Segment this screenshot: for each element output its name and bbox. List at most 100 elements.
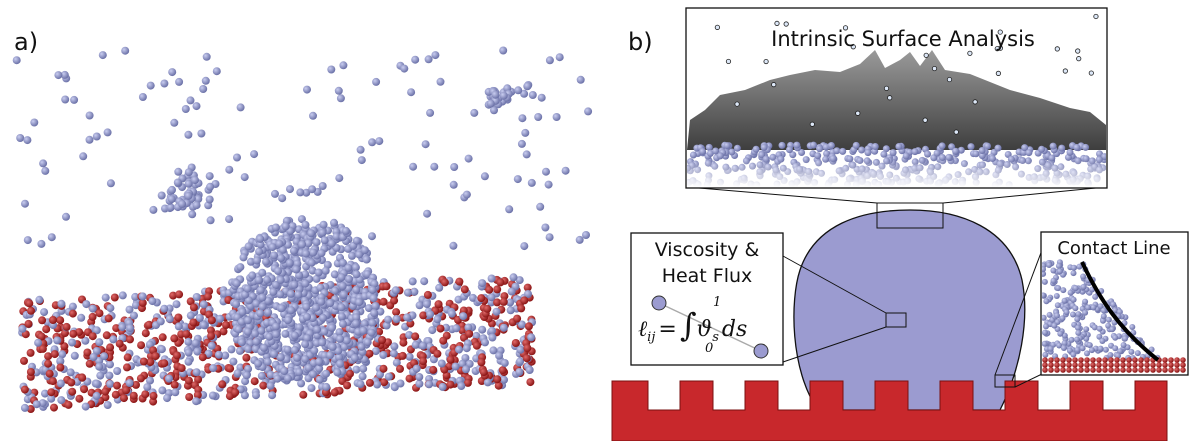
slab-atom <box>82 300 91 309</box>
slab-atom <box>438 382 447 391</box>
connector <box>686 186 878 204</box>
slab-atom <box>455 345 463 354</box>
droplet-atom <box>337 303 346 312</box>
slab-atom <box>95 309 104 318</box>
gas-atom <box>368 232 376 241</box>
slab-atom <box>186 311 195 320</box>
liquid-atom <box>938 142 946 150</box>
slab-atom <box>102 331 111 340</box>
contact-atom <box>1083 326 1090 333</box>
wall-atom <box>1078 357 1084 363</box>
droplet-atom <box>263 318 272 327</box>
slab-atom <box>390 383 399 392</box>
slab-atom <box>415 301 424 310</box>
liquid-atom <box>798 149 806 156</box>
slab-atom <box>103 401 112 409</box>
wall-atom <box>1150 367 1156 373</box>
droplet-atom <box>326 299 335 308</box>
wall-atom <box>1132 362 1138 368</box>
substrate <box>611 380 1168 441</box>
contact-atom <box>1066 347 1073 354</box>
droplet-atom <box>371 302 380 310</box>
droplet-atom <box>232 279 241 288</box>
droplet-atom <box>342 226 350 235</box>
liquid-atom <box>793 141 801 149</box>
gas-atom <box>62 212 70 221</box>
liquid-atom <box>758 151 766 159</box>
droplet-atom <box>256 309 265 318</box>
wall-atom <box>1042 357 1048 363</box>
gas-atom <box>424 55 433 64</box>
gas-atom <box>575 235 584 244</box>
slab-atom <box>81 336 90 345</box>
droplet-atom <box>352 285 361 294</box>
slab-atom <box>356 380 365 389</box>
gas-atom <box>545 56 554 65</box>
slab-atom <box>174 322 183 331</box>
wall-atom <box>1072 357 1078 363</box>
slab-atom <box>204 292 212 301</box>
surface-atom <box>972 99 978 105</box>
slab-atom <box>257 371 266 380</box>
cluster-atom <box>168 185 176 194</box>
gas-atom <box>327 65 336 74</box>
slab-atom <box>459 312 468 321</box>
wall-atom <box>1180 357 1186 363</box>
surface-atom <box>809 121 815 127</box>
contact-atom <box>1134 350 1141 357</box>
gas-atom <box>286 185 294 194</box>
droplet-atom <box>336 359 345 368</box>
slab-atom <box>378 336 387 344</box>
droplet-atom <box>335 353 344 362</box>
droplet-atom <box>351 263 360 272</box>
cluster-atom <box>184 191 193 200</box>
droplet-atom <box>258 268 267 277</box>
slab-atom <box>229 357 238 366</box>
wall-atom <box>1042 362 1048 368</box>
wall-atom <box>1174 367 1180 373</box>
gas-atom <box>225 215 234 224</box>
wall-atom <box>1066 362 1072 368</box>
droplet-atom <box>320 236 329 245</box>
slab-atom <box>158 333 167 342</box>
slab-atom <box>165 314 174 323</box>
slab-atom <box>45 369 54 378</box>
wall-atom <box>1060 362 1066 368</box>
contact-atom <box>1110 301 1117 308</box>
pair-line <box>658 302 762 352</box>
slab-atom <box>462 365 470 374</box>
droplet-atom <box>307 229 316 238</box>
gas-atom <box>356 145 365 154</box>
liquid-atom <box>786 146 793 154</box>
droplet-atom <box>275 239 284 248</box>
surface-atom <box>774 20 780 27</box>
gas-atom <box>372 77 381 86</box>
slab-atom <box>34 338 43 347</box>
liquid-atom <box>880 150 888 158</box>
liquid-atom <box>882 145 890 153</box>
slab-atom <box>423 290 432 299</box>
slab-atom <box>110 293 119 302</box>
cluster-atom <box>188 210 197 219</box>
slab-atom <box>405 374 414 383</box>
surface-atom <box>946 76 953 83</box>
slab-atom <box>126 324 135 333</box>
contact-atom <box>1090 304 1097 311</box>
connector <box>782 255 887 314</box>
slab-atom <box>434 300 443 309</box>
slab-atom <box>352 365 361 374</box>
slab-atom <box>50 403 58 412</box>
gas-atom <box>197 129 206 138</box>
slab-atom <box>149 397 158 406</box>
slab-atom <box>50 350 59 359</box>
slab-atom <box>89 353 98 361</box>
slab-atom <box>517 320 526 329</box>
wall-atom <box>1102 362 1108 368</box>
contact-atom <box>1042 340 1048 347</box>
slab-atom <box>493 285 502 294</box>
slab-atom <box>511 339 520 347</box>
contact-atom <box>1072 305 1079 312</box>
eq-part: s <box>712 330 719 345</box>
contact-atom <box>1061 340 1068 347</box>
contact-atom <box>1085 304 1091 311</box>
